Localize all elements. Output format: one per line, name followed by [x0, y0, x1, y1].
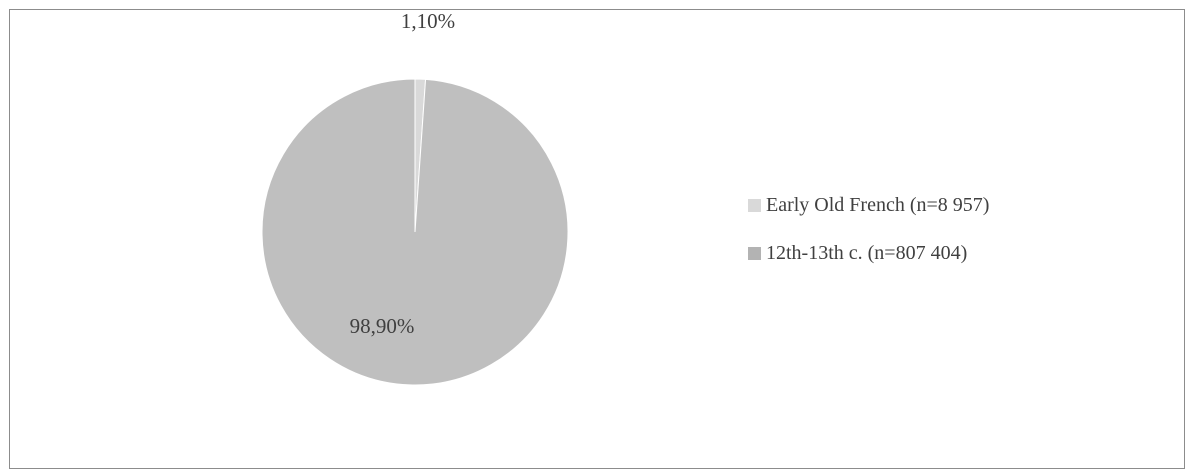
legend-label: 12th-13th c. (n=807 404): [766, 241, 968, 264]
legend-item-12th-13th-c: 12th-13th c. (n=807 404): [748, 236, 989, 270]
data-label-early-old-french: 1,10%: [401, 9, 455, 33]
legend-swatch-early-old-french: [748, 198, 761, 212]
legend-item-early-old-french: Early Old French (n=8 957): [748, 188, 989, 222]
data-label-12th-13th-c: 98,90%: [350, 314, 415, 338]
chart-area: [9, 9, 1185, 469]
legend-label: Early Old French (n=8 957): [766, 193, 990, 216]
legend-swatch-12th-13th-c: [748, 246, 761, 260]
legend: Early Old French (n=8 957) 12th-13th c. …: [748, 188, 989, 284]
pie-slice-12th-13th-c: [261, 78, 569, 386]
pie-chart: 1,10% 98,90%: [261, 9, 569, 386]
